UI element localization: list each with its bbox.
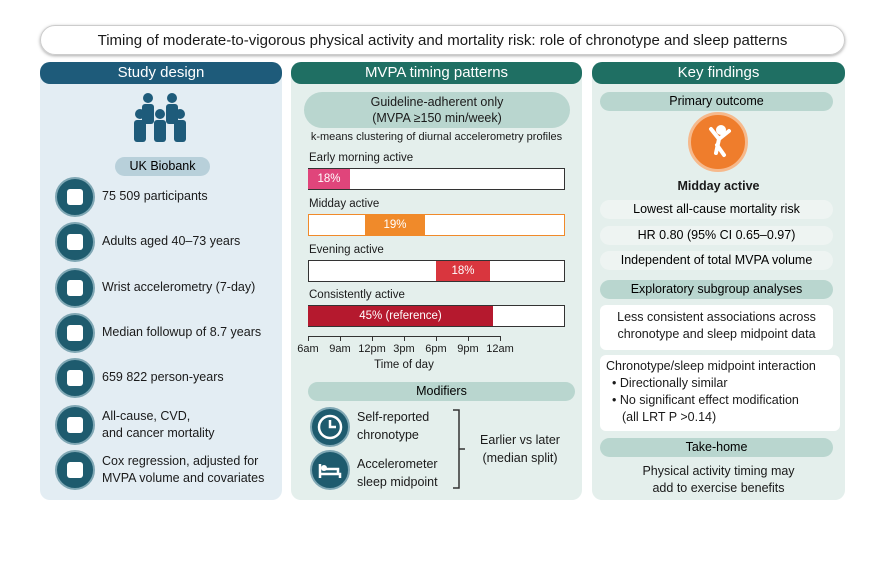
active-segment: 19% [365,215,425,235]
title: Timing of moderate-to-vigorous physical … [97,32,788,49]
clock-icon [310,407,350,447]
item-icon [55,358,95,398]
axis-tick-label: 9am [329,343,351,355]
interaction-note: (all LRT P >0.14) [622,410,717,424]
axis-tick-label: 12pm [358,343,386,355]
axis-tick [404,336,405,341]
profile-name: Consistently active [309,289,405,301]
result-pill: Independent of total MVPA volume [600,251,833,270]
section-pill: Take-home [600,438,833,457]
bullet: • No significant effect modification [612,393,799,407]
axis-label: Time of day [374,359,434,371]
modifier: Self-reported [357,410,430,424]
active-segment: 45% (reference) [308,306,493,326]
item-text: Cox regression, adjusted for [102,453,259,468]
profile-bar: 45% (reference) [308,305,565,327]
column-header: Key findings [592,62,845,84]
comparison: (median split) [482,451,558,465]
crowd-icon [134,93,186,142]
item-icon [55,405,95,445]
subheader: (MVPA ≥150 min/week) [372,111,502,125]
column-header: Study design [40,62,282,84]
subheader-pill [304,92,570,128]
item-text: Adults aged 40–73 years [102,234,241,248]
modifiers-pill: Modifiers [308,382,575,401]
text-box [600,355,840,431]
axis-tick-label: 12am [486,343,514,355]
column-header: MVPA timing patterns [291,62,582,84]
axis-tick-label: 6pm [425,343,447,355]
active-segment: 18% [308,169,350,189]
comparison: Earlier vs later [480,433,560,447]
bullet: • Directionally similar [612,376,728,390]
takehome: Physical activity timing may [642,464,795,478]
text-box [600,305,833,350]
item-icon [55,268,95,308]
bullet-text: Directionally similar [619,376,728,390]
item-text: 659 822 person-years [102,370,224,384]
exploratory: chronotype and sleep midpoint data [617,327,816,341]
result-pill: HR 0.80 (95% CI 0.65–0.97) [600,226,833,245]
active-segment: 18% [436,261,490,281]
result-pill: Lowest all-cause mortality risk [600,200,833,219]
axis-tick-label: 3pm [393,343,415,355]
bed-icon [310,450,350,490]
modifier: sleep midpoint [357,475,438,489]
takehome: add to exercise benefits [652,481,785,495]
modifier: Accelerometer [357,457,438,471]
item-icon [55,313,95,353]
subheader: Guideline-adherent only [370,95,504,109]
profile-bar: 18% [308,260,565,282]
item-text: 75 509 participants [102,189,208,203]
outcome-icon [688,112,748,172]
bracket [453,409,465,489]
interaction-title: Chronotype/sleep midpoint interaction [606,359,816,373]
item-text: All-cause, CVD, [102,408,191,423]
profile-bar: 18% [308,168,565,190]
axis-tick-label: 6am [297,343,319,355]
title-pill [40,25,845,55]
axis-tick-label: 9pm [457,343,479,355]
axis-tick [372,336,373,341]
item-text: and cancer mortality [102,425,215,440]
section-pill: Exploratory subgroup analyses [600,280,833,299]
axis-tick [340,336,341,341]
profile-bar: 19% [308,214,565,236]
axis-tick [468,336,469,341]
cohort-pill: UK Biobank [115,157,210,176]
item-text: Median followup of 8.7 years [102,325,262,339]
method: k-means clustering of diurnal accelerome… [310,131,563,143]
section-pill: Primary outcome [600,92,833,111]
primary-outcome: Midday active [677,179,760,193]
item-text: MVPA volume and covariates [102,470,265,485]
item-icon [55,222,95,262]
modifier: chronotype [357,428,419,442]
axis-tick [500,336,501,341]
profile-name: Midday active [309,198,380,210]
item-icon [55,450,95,490]
item-icon [55,177,95,217]
axis-tick [308,336,309,341]
profile-name: Early morning active [309,152,414,164]
item-text: Wrist accelerometry (7-day) [102,280,256,294]
exploratory: Less consistent associations across [617,310,816,324]
bullet-text: No significant effect modification [619,393,799,407]
axis-tick [436,336,437,341]
profile-name: Evening active [309,244,384,256]
